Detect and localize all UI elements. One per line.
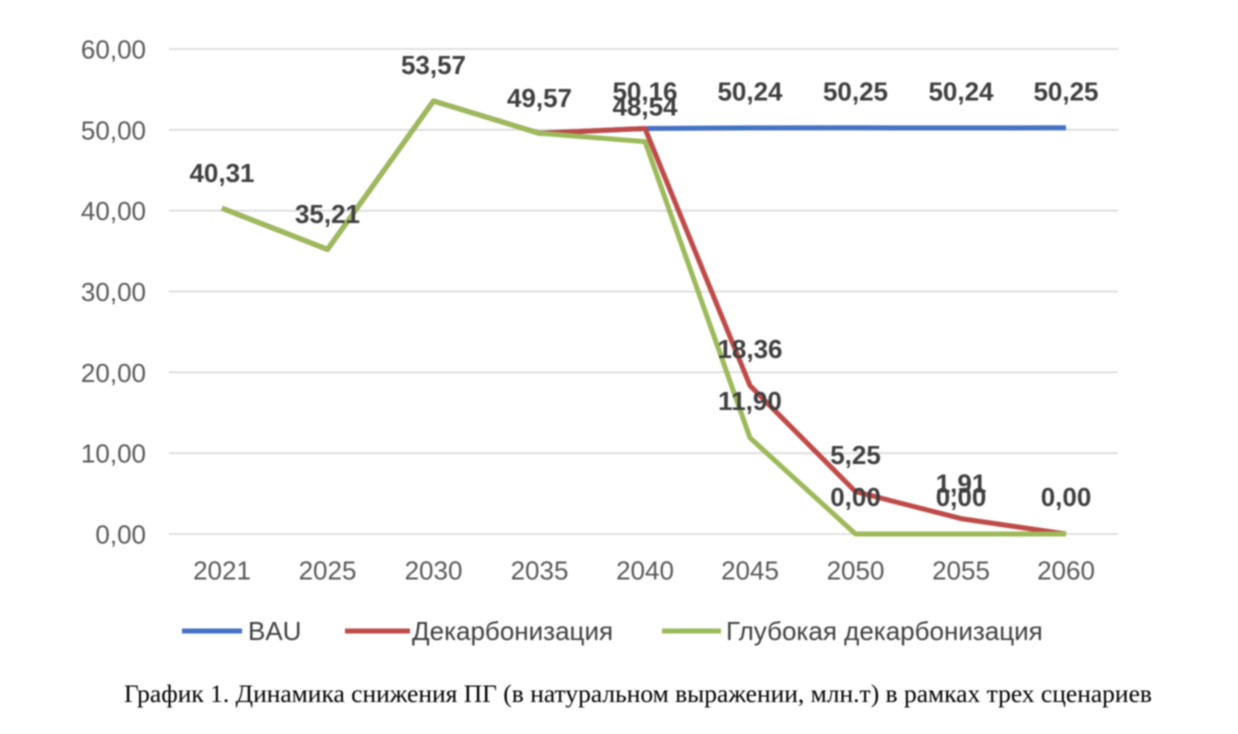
svg-text:0,00: 0,00: [936, 482, 987, 512]
svg-text:2060: 2060: [1037, 556, 1095, 586]
svg-text:Декарбонизация: Декарбонизация: [412, 616, 613, 646]
svg-text:2030: 2030: [405, 556, 463, 586]
svg-text:35,21: 35,21: [295, 199, 360, 229]
svg-text:2055: 2055: [932, 556, 990, 586]
svg-text:18,36: 18,36: [717, 334, 782, 364]
svg-text:49,57: 49,57: [507, 83, 572, 113]
svg-text:BAU: BAU: [248, 616, 301, 646]
svg-text:0,00: 0,00: [95, 520, 146, 550]
svg-text:Глубокая декарбонизация: Глубокая декарбонизация: [726, 616, 1043, 646]
svg-text:60,00: 60,00: [81, 35, 146, 65]
svg-text:10,00: 10,00: [81, 439, 146, 469]
svg-text:0,00: 0,00: [830, 482, 881, 512]
svg-text:40,31: 40,31: [189, 158, 254, 188]
svg-text:53,57: 53,57: [401, 50, 466, 80]
svg-text:50,25: 50,25: [823, 77, 888, 107]
svg-text:40,00: 40,00: [81, 196, 146, 226]
svg-text:50,25: 50,25: [1033, 77, 1098, 107]
svg-text:2035: 2035: [511, 556, 569, 586]
svg-text:50,00: 50,00: [81, 115, 146, 145]
svg-text:2045: 2045: [721, 556, 779, 586]
svg-text:2025: 2025: [299, 556, 357, 586]
svg-text:2021: 2021: [193, 556, 251, 586]
svg-text:48,54: 48,54: [612, 92, 678, 122]
svg-text:11,90: 11,90: [718, 386, 782, 416]
svg-text:График 1. Динамика снижения ПГ: График 1. Динамика снижения ПГ (в натура…: [124, 679, 1152, 708]
svg-text:50,16: 50,16: [612, 77, 677, 107]
svg-text:50,24: 50,24: [717, 77, 783, 107]
svg-text:1,91: 1,91: [936, 469, 987, 499]
svg-text:50,24: 50,24: [928, 77, 994, 107]
svg-text:30,00: 30,00: [81, 277, 146, 307]
svg-text:2050: 2050: [827, 556, 885, 586]
svg-text:5,25: 5,25: [830, 440, 881, 470]
svg-text:20,00: 20,00: [81, 358, 146, 388]
svg-text:2040: 2040: [616, 556, 674, 586]
svg-text:0,00: 0,00: [1041, 482, 1092, 512]
